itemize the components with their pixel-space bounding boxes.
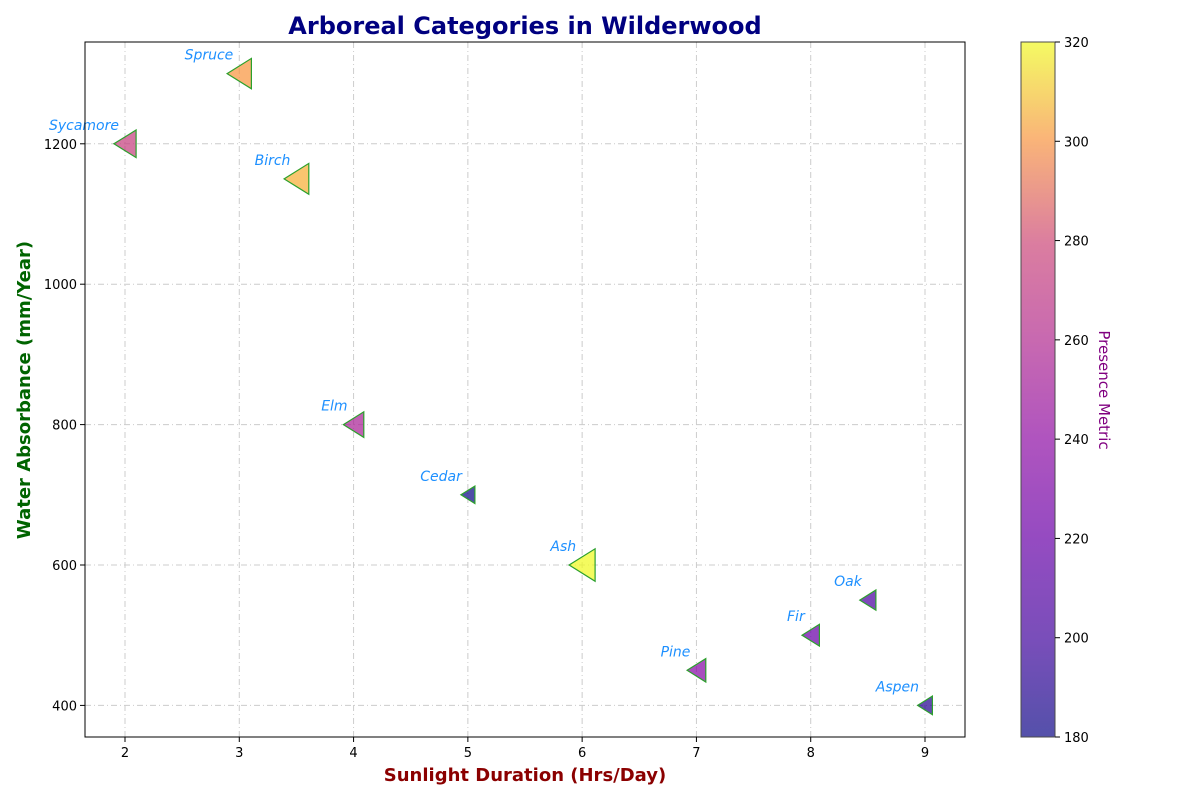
colorbar: 180 200 220 240 260 280 300 320 Presence Metric <box>1020 36 1113 746</box>
colorbar-tick-label: 260 <box>1064 334 1089 349</box>
data-point-spruce <box>225 57 252 90</box>
point-label-cedar: Cedar <box>420 469 463 485</box>
chart-title: Arboreal Categories in Wilderwood <box>288 12 761 40</box>
y-tick-label: 600 <box>52 559 77 574</box>
data-point-oak <box>858 588 877 612</box>
x-tick-label: 6 <box>578 746 586 761</box>
y-tick-label: 800 <box>52 419 77 434</box>
colorbar-tick-label: 240 <box>1064 433 1089 448</box>
colorbar-tick-label: 200 <box>1064 632 1089 647</box>
point-label-elm: Elm <box>321 399 347 415</box>
x-tick-label: 4 <box>349 746 357 761</box>
point-label-birch: Birch <box>255 153 291 169</box>
x-tick-label: 9 <box>921 746 929 761</box>
data-point-birch <box>282 162 310 196</box>
point-label-aspen: Aspen <box>875 679 919 695</box>
colorbar-ticks: 180 200 220 240 260 280 300 320 <box>1055 36 1089 746</box>
point-label-fir: Fir <box>787 609 806 625</box>
point-label-oak: Oak <box>834 574 863 590</box>
y-tick-label: 1200 <box>44 138 77 153</box>
point-label-ash: Ash <box>549 539 576 555</box>
x-tick-label: 7 <box>692 746 700 761</box>
x-axis-ticks: 2 3 4 5 6 7 8 9 <box>121 737 929 761</box>
x-tick-label: 5 <box>464 746 472 761</box>
y-tick-label: 400 <box>52 699 77 714</box>
plot-frame <box>84 41 966 738</box>
colorbar-tick-label: 280 <box>1064 235 1089 250</box>
point-label-pine: Pine <box>661 644 691 660</box>
x-tick-label: 2 <box>121 746 129 761</box>
point-label-sycamore: Sycamore <box>49 118 119 134</box>
colorbar-gradient <box>1020 41 1056 738</box>
data-point-sycamore <box>112 128 137 159</box>
x-tick-label: 8 <box>807 746 815 761</box>
data-point-fir <box>800 623 821 648</box>
data-point-aspen <box>916 695 934 716</box>
data-points <box>112 57 934 716</box>
data-point-ash <box>567 547 596 583</box>
colorbar-tick-label: 320 <box>1064 36 1089 51</box>
grid-lines <box>85 42 965 737</box>
data-point-elm <box>342 410 365 439</box>
x-tick-label: 3 <box>235 746 243 761</box>
y-axis-label: Water Absorbance (mm/Year) <box>14 241 35 539</box>
data-point-pine <box>685 657 707 684</box>
x-axis-label: Sunlight Duration (Hrs/Day) <box>384 765 666 786</box>
colorbar-tick-label: 220 <box>1064 532 1089 547</box>
y-axis-ticks: 400 600 800 1000 1200 <box>44 138 85 714</box>
point-labels: Sycamore Spruce Birch Elm Cedar Ash Pine Fir Oak… <box>49 48 919 696</box>
colorbar-tick-label: 180 <box>1064 731 1089 746</box>
colorbar-label: Presence Metric <box>1095 330 1113 449</box>
y-tick-label: 1000 <box>44 278 77 293</box>
point-label-spruce: Spruce <box>185 48 234 64</box>
data-point-cedar <box>459 485 476 505</box>
colorbar-tick-label: 300 <box>1064 135 1089 150</box>
